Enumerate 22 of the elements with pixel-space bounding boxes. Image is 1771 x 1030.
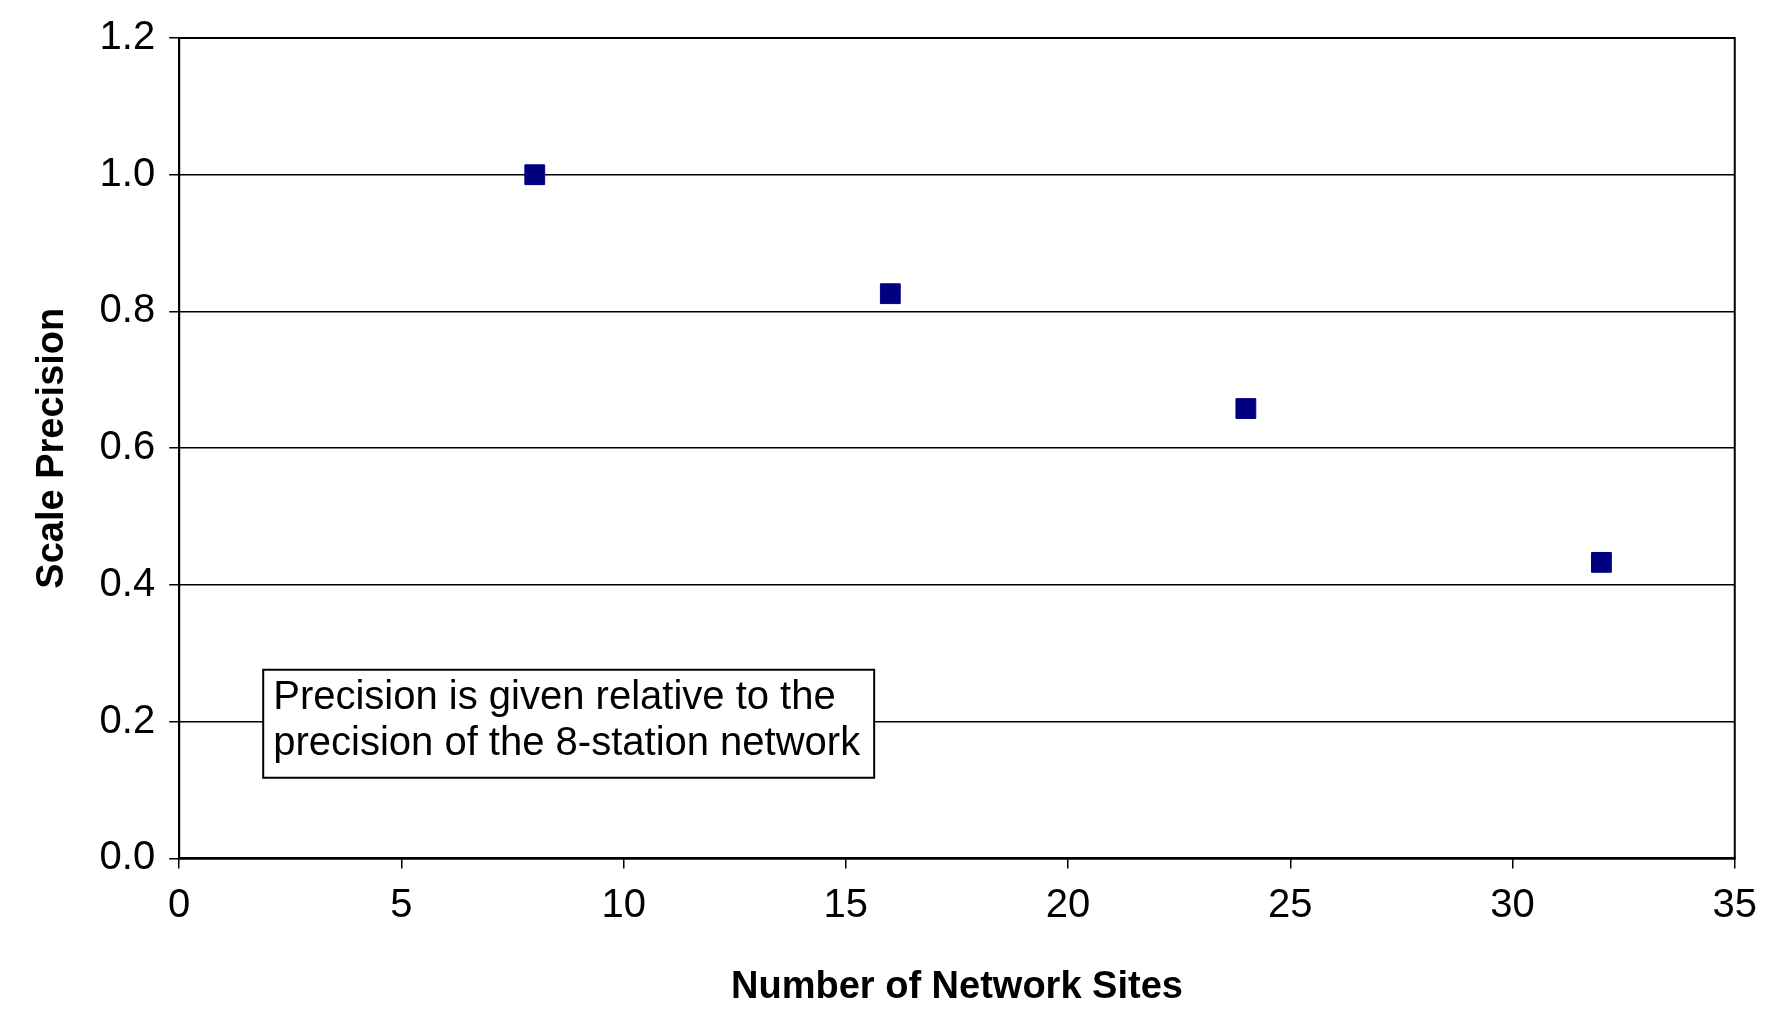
y-tick-label: 1.2 xyxy=(99,13,156,58)
x-tick-label: 25 xyxy=(1268,881,1313,926)
x-tick-label: 0 xyxy=(168,881,191,926)
x-tick-label: 30 xyxy=(1490,881,1535,926)
x-axis-title: Number of Network Sites xyxy=(731,963,1183,1006)
y-tick-label: 0.4 xyxy=(99,559,156,604)
x-tick-label: 35 xyxy=(1712,881,1757,926)
y-tick-label: 0.2 xyxy=(99,696,156,741)
point xyxy=(879,283,901,305)
x-tick-label: 10 xyxy=(601,881,646,926)
annotation: Precision is given relative to the precision of the 8-station network xyxy=(273,672,862,763)
point xyxy=(1235,398,1257,419)
x-tick-label: 20 xyxy=(1045,881,1091,926)
y-tick-label: 0.0 xyxy=(99,833,156,878)
y-tick-label: 0.6 xyxy=(99,423,156,468)
y-tick-label: 1.0 xyxy=(99,149,156,194)
y-tick-label: 0.8 xyxy=(99,286,156,331)
x-tick-label: 5 xyxy=(390,881,413,926)
point xyxy=(524,164,546,186)
x-tick-label: 15 xyxy=(823,881,869,926)
point xyxy=(1591,551,1612,573)
y-axis-title: Scale Precision xyxy=(29,307,72,589)
